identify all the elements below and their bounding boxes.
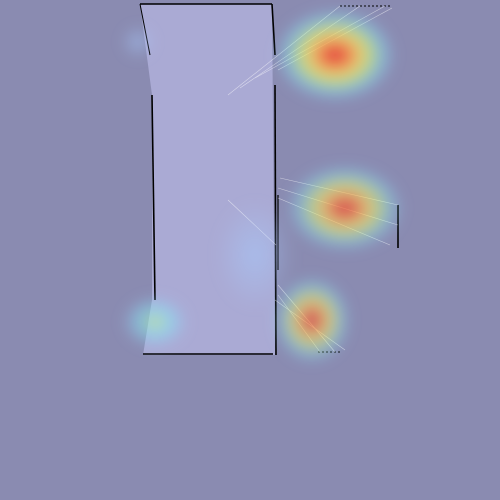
heat-blob bbox=[120, 294, 190, 350]
heat-blob bbox=[215, 200, 295, 310]
heat-blob bbox=[273, 7, 397, 103]
heat-blob bbox=[272, 275, 352, 365]
heatmap-overlay bbox=[120, 7, 405, 365]
heat-blob bbox=[285, 163, 405, 253]
heat-blob bbox=[120, 24, 156, 60]
